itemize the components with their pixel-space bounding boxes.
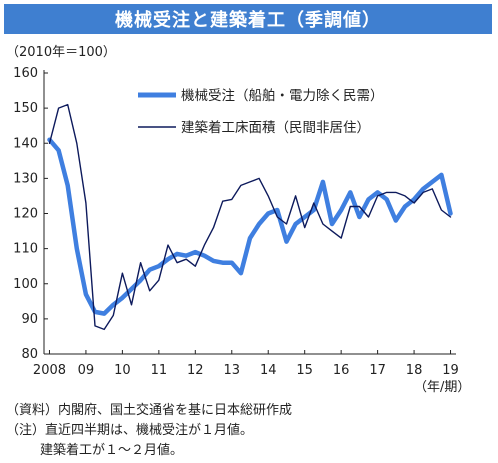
x-tick-label: 15	[296, 363, 313, 378]
y-tick-label: 130	[13, 171, 38, 186]
y-tick-label: 110	[13, 242, 38, 257]
x-tick-label: 12	[187, 363, 204, 378]
x-tick-label: 16	[333, 363, 350, 378]
y-tick-label: 150	[13, 101, 38, 116]
x-tick-label: 19	[442, 363, 459, 378]
y-tick-label: 100	[13, 277, 38, 292]
y-tick-label: 90	[21, 312, 38, 327]
y-tick-label: 160	[13, 66, 38, 81]
x-tick-label: 2008	[33, 363, 66, 378]
x-tick-label: 18	[406, 363, 423, 378]
legend-label-construction: 建築着工床面積（民間非居住）	[181, 119, 370, 136]
x-tick-label: 17	[369, 363, 386, 378]
x-tick-label: 14	[260, 363, 277, 378]
legend: 機械受注（船舶・電力除く民需） 建築着工床面積（民間非居住）	[138, 88, 384, 136]
legend-label-machinery: 機械受注（船舶・電力除く民需）	[181, 88, 384, 104]
x-tick-label: 10	[114, 363, 131, 378]
y-tick-label: 120	[13, 207, 38, 222]
footnote-2: 建築着工が１～２月値。	[40, 443, 184, 458]
y-tick-label: 80	[21, 347, 38, 362]
line-chart: （2010年＝100） 80 90 100 110 120 130 140 150 160 20…	[6, 45, 470, 395]
x-tick-label: 11	[151, 363, 168, 378]
y-unit-label: （2010年＝100）	[6, 45, 116, 60]
series-line-machinery-orders	[47, 137, 453, 316]
series-line-construction-floor-area	[48, 103, 452, 331]
source-note: （資料）内閣府、国土交通省を基に日本総研作成	[6, 403, 293, 418]
y-tick-label: 140	[13, 136, 38, 151]
chart-title: 機械受注と建築着工（季調値）	[4, 4, 492, 34]
x-tick-label: 09	[78, 363, 95, 378]
footnote-1: （注）直近四半期は、機械受注が１月値。	[6, 423, 254, 438]
x-tick-label: 13	[223, 363, 240, 378]
x-unit-label: （年/期）	[414, 380, 470, 395]
